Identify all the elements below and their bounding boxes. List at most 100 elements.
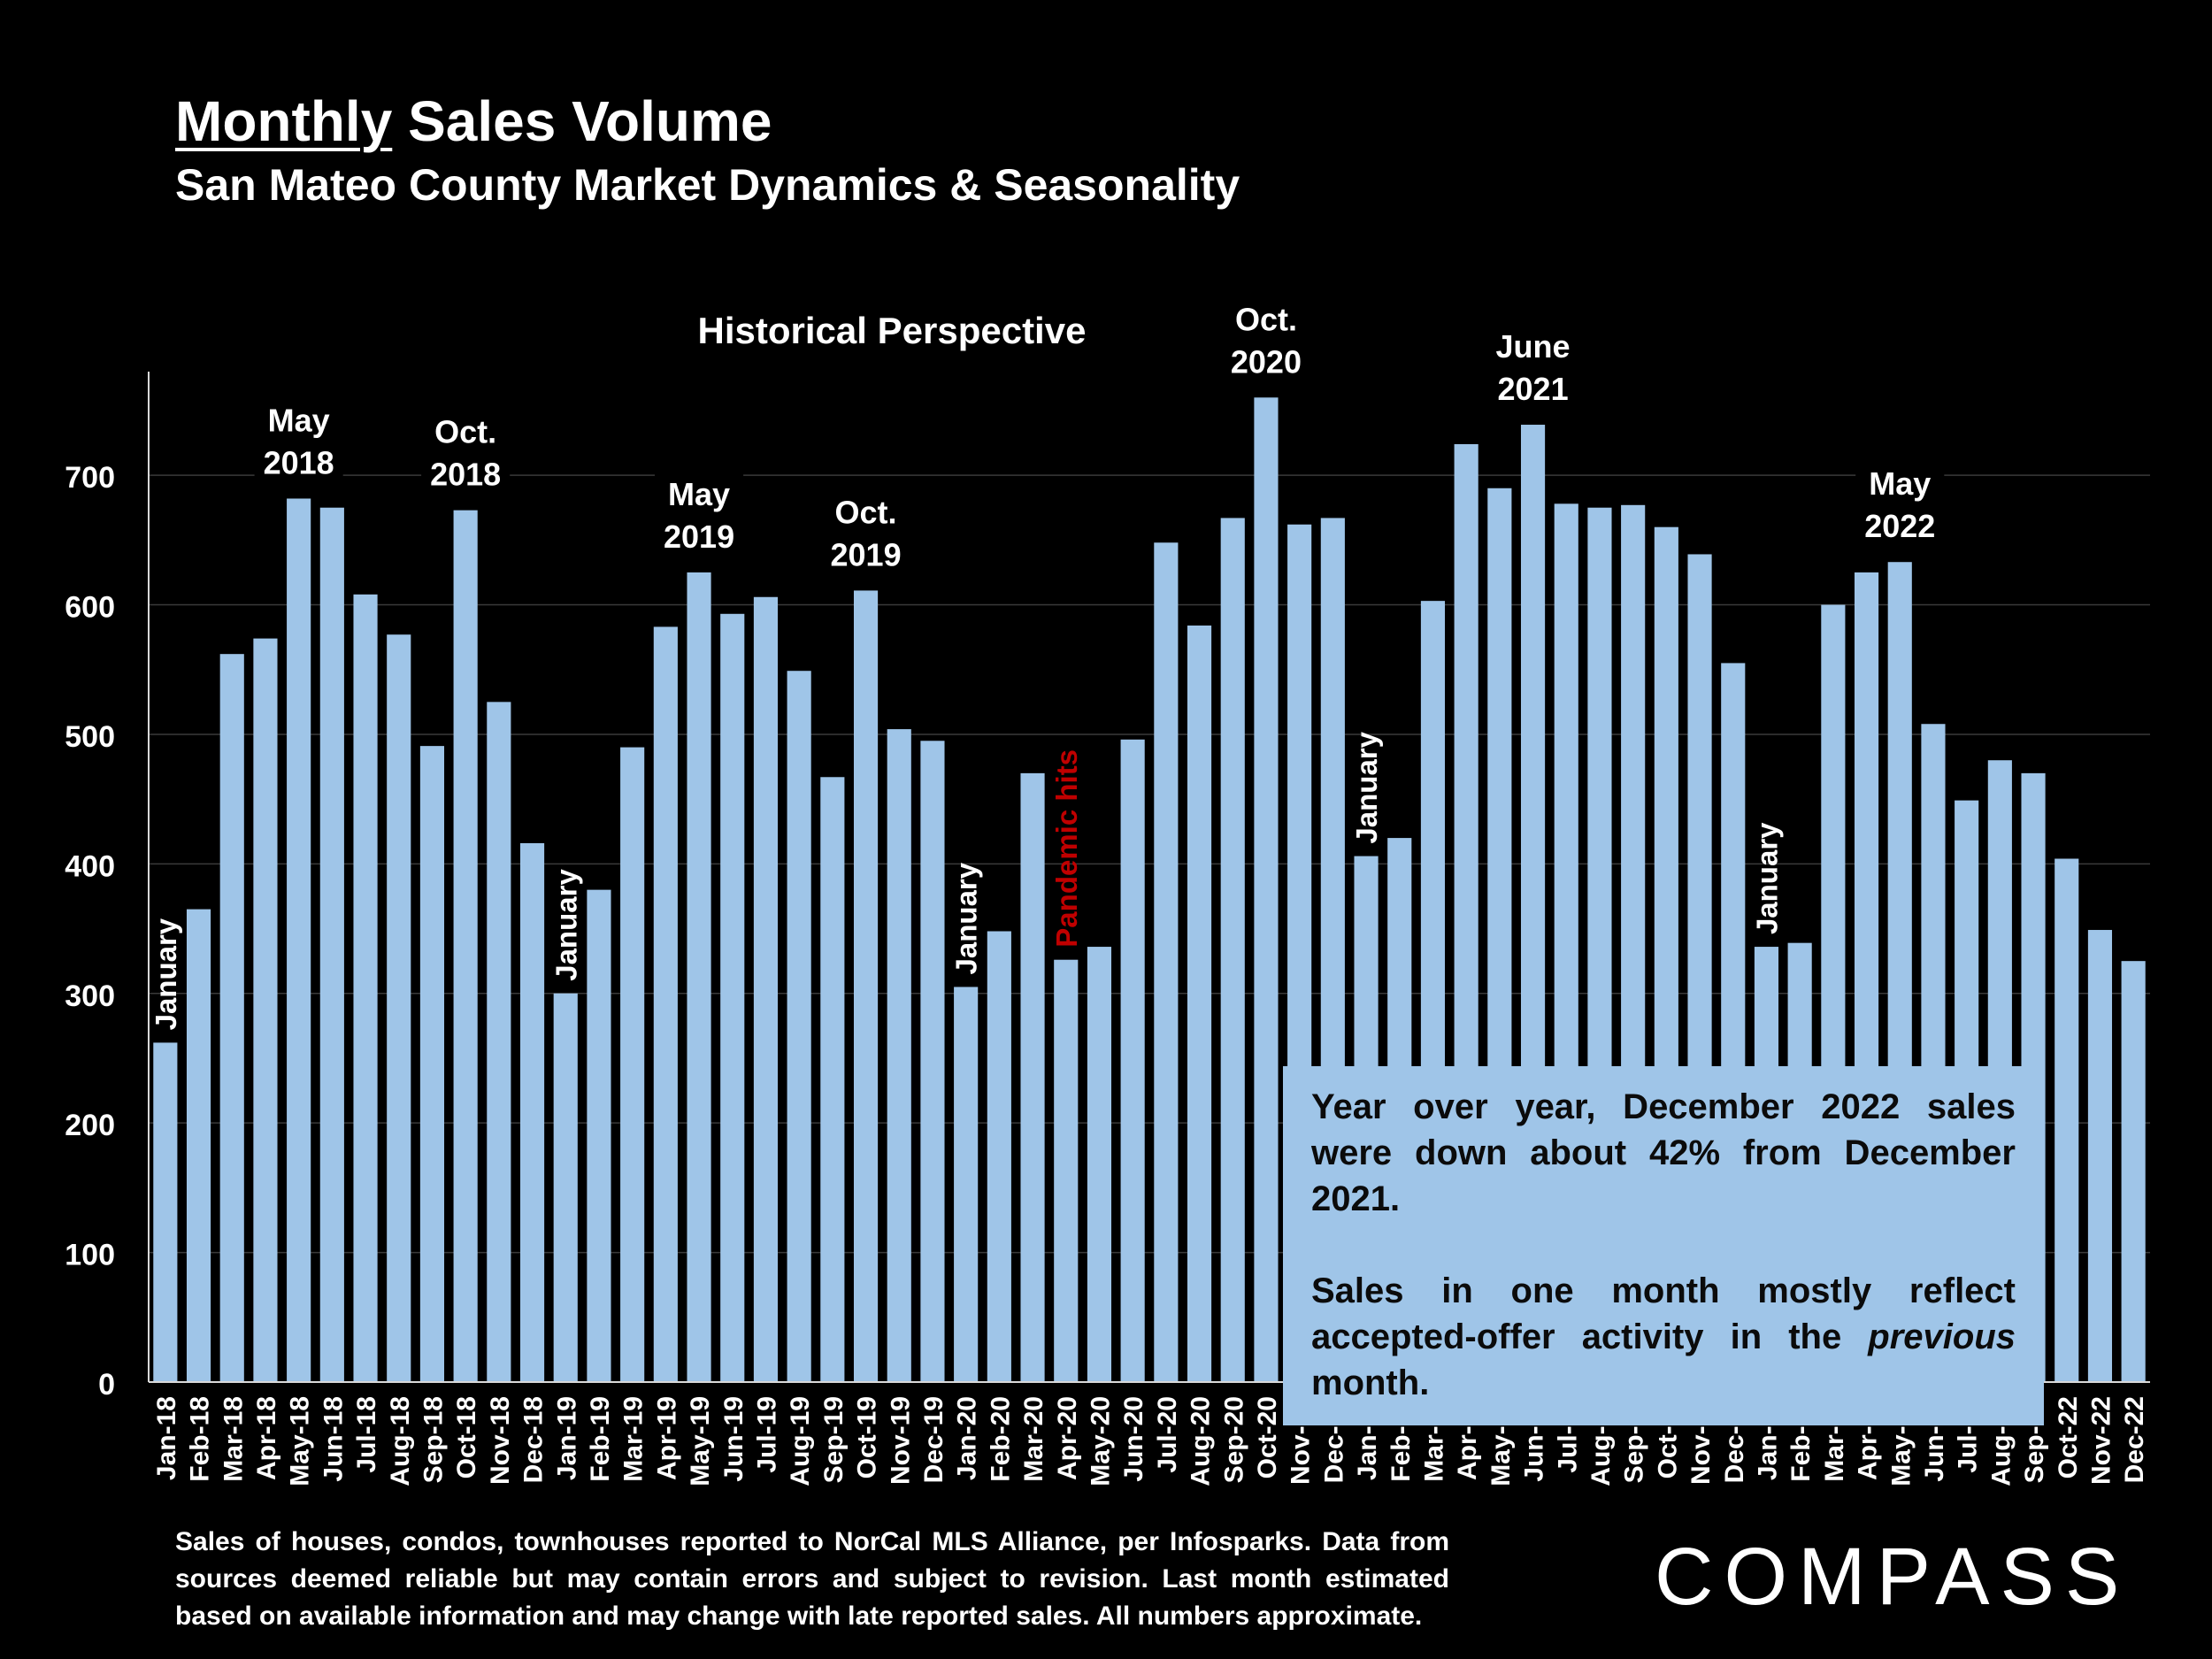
x-tick-label: Aug-19 (786, 1396, 815, 1486)
x-tick-label: Jan-19 (552, 1396, 581, 1480)
x-tick-label: Dec-19 (919, 1396, 949, 1483)
bar (887, 729, 911, 1382)
source-footnote: Sales of houses, condos, townhouses repo… (175, 1527, 1449, 1631)
annotation-background (254, 398, 343, 485)
bar (1120, 739, 1145, 1382)
x-tick-label: Aug-20 (1187, 1396, 1216, 1486)
bar (820, 777, 845, 1382)
bar (2055, 858, 2079, 1382)
bar (920, 741, 945, 1382)
bar-annotation: May 2022 (1864, 465, 1935, 544)
x-tick-label: Feb-20 (986, 1396, 1015, 1482)
title-underlined: Monthly (175, 89, 393, 153)
page-subtitle: San Mateo County Market Dynamics & Seaso… (175, 160, 1240, 210)
bar (853, 590, 879, 1382)
x-tick-label: Apr-19 (652, 1396, 681, 1480)
bar (1087, 947, 1112, 1382)
x-tick-label: Jun-19 (719, 1396, 749, 1482)
note-paragraph-1: Year over year, December 2022 sales were… (1311, 1087, 2016, 1218)
bar-annotation: May 2019 (664, 476, 734, 555)
bar (219, 654, 244, 1382)
bar (2087, 930, 2113, 1382)
bar (954, 987, 979, 1382)
x-tick-label: Mar-18 (219, 1396, 248, 1482)
y-tick-label: 100 (65, 1239, 115, 1272)
bar-annotation: Oct. 2019 (831, 494, 902, 572)
bar-annotation: June 2021 (1496, 328, 1571, 407)
annotation-background (421, 410, 511, 496)
bar (620, 747, 645, 1382)
x-tick-label: Mar-20 (1019, 1396, 1048, 1482)
y-tick-label: 700 (65, 461, 115, 495)
bar (487, 702, 511, 1382)
x-tick-label: Nov-22 (2086, 1396, 2116, 1485)
bar (1254, 397, 1279, 1383)
x-tick-label: May-20 (1086, 1396, 1115, 1486)
bar (453, 510, 478, 1382)
annotation-background (1855, 462, 1945, 549)
bar (186, 909, 211, 1382)
x-tick-label: Sep-20 (1219, 1396, 1248, 1483)
x-tick-label: Jun-18 (319, 1396, 348, 1482)
note-paragraph-2: Sales in one month mostly reflect accept… (1311, 1271, 2016, 1402)
x-tick-label: Jul-18 (352, 1396, 381, 1473)
x-tick-label: Oct-19 (853, 1396, 882, 1479)
bar (687, 572, 711, 1382)
bar (1154, 542, 1179, 1382)
january-annotation: January (950, 862, 983, 974)
bar (387, 634, 411, 1382)
x-tick-label: Feb-18 (186, 1396, 215, 1482)
bar (987, 931, 1011, 1382)
y-tick-label: 600 (65, 591, 115, 625)
bar (1220, 518, 1245, 1382)
annotation-background (1221, 297, 1310, 384)
x-tick-label: Nov-18 (486, 1396, 515, 1485)
y-tick-label: 0 (98, 1368, 115, 1402)
x-tick-label: Aug-18 (386, 1396, 415, 1486)
bar (287, 498, 311, 1382)
x-tick-label: Apr-20 (1053, 1396, 1082, 1480)
x-tick-label: Jan-20 (953, 1396, 982, 1480)
bar (1020, 772, 1045, 1382)
x-tick-label: May-19 (686, 1396, 715, 1486)
bar-annotation: Oct. 2018 (430, 414, 501, 493)
bar (787, 671, 811, 1382)
x-tick-label: Dec-18 (519, 1396, 549, 1483)
bar (353, 594, 378, 1382)
bar (153, 1042, 178, 1382)
annotation-background (655, 472, 744, 558)
x-tick-label: Mar-19 (619, 1396, 649, 1482)
bar (753, 596, 779, 1382)
pandemic-annotation: Pandemic hits (1050, 749, 1083, 948)
bar (1054, 959, 1079, 1382)
annotation-background (1486, 325, 1579, 411)
y-tick-label: 400 (65, 849, 115, 883)
january-annotation: January (1350, 731, 1383, 843)
x-tick-label: Oct-20 (1253, 1396, 1282, 1479)
chart-title: Historical Perspective (698, 310, 1087, 351)
bar-annotation: Oct. 2020 (1231, 301, 1302, 380)
january-annotation: January (549, 869, 582, 981)
x-tick-label: Sep-18 (419, 1396, 448, 1483)
x-tick-label: Oct-18 (452, 1396, 481, 1479)
x-tick-label: Jul-20 (1153, 1396, 1182, 1473)
bar (519, 842, 545, 1382)
bar (587, 889, 611, 1382)
bar (1187, 625, 1212, 1382)
bar (2121, 961, 2146, 1382)
compass-logo: COMPASS (1655, 1532, 2131, 1622)
y-tick-label: 200 (65, 1109, 115, 1142)
x-tick-label: Jun-20 (1119, 1396, 1148, 1482)
y-tick-label: 300 (65, 979, 115, 1013)
bar (319, 507, 344, 1382)
bar (253, 638, 278, 1382)
january-annotation: January (1750, 822, 1783, 934)
x-tick-label: Apr-18 (252, 1396, 281, 1480)
bar-annotation: May 2018 (264, 402, 334, 480)
x-tick-label: Jul-19 (752, 1396, 781, 1473)
x-tick-label: Nov-19 (886, 1396, 915, 1485)
insight-note: Year over year, December 2022 sales were… (1283, 1066, 2044, 1425)
page-title: Monthly Sales Volume (175, 88, 772, 154)
bar (720, 613, 745, 1382)
x-tick-label: Feb-19 (586, 1396, 615, 1482)
